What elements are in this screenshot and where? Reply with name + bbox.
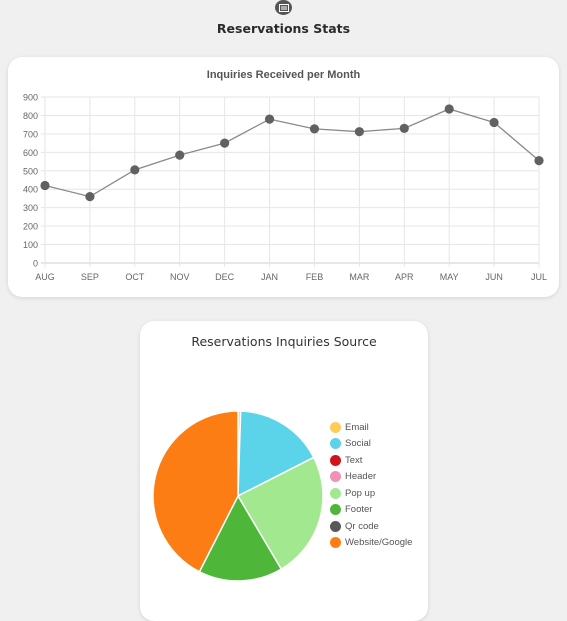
report-icon	[275, 0, 292, 15]
legend-swatch	[330, 454, 341, 466]
y-tick-label: 0	[33, 259, 38, 269]
x-tick-label: JUL	[531, 272, 547, 282]
pie-chart-card: Reservations Inquiries Source Email Socia…	[140, 321, 428, 621]
legend-label: Qr code	[345, 520, 379, 532]
data-point[interactable]	[175, 150, 185, 160]
legend-swatch	[330, 438, 341, 450]
line-chart-card: Inquiries Received per Month 0 100 200 300 4…	[8, 57, 559, 297]
legend-label: Text	[345, 454, 363, 466]
x-tick-label: DEC	[215, 272, 235, 282]
series-line	[44, 108, 540, 198]
y-tick-label: 300	[23, 203, 38, 213]
legend-swatch	[330, 471, 341, 483]
x-tick-label: NOV	[170, 272, 190, 282]
legend-swatch	[330, 504, 341, 516]
pie-slice-pop-up[interactable]	[236, 456, 324, 571]
y-tick-label: 100	[23, 240, 38, 250]
data-point[interactable]	[264, 114, 275, 124]
legend-item[interactable]: Social	[330, 436, 412, 453]
data-point[interactable]	[309, 124, 320, 134]
x-tick-label: FEB	[306, 272, 324, 282]
y-tick-label: 600	[23, 148, 38, 158]
legend-label: Social	[345, 438, 371, 450]
y-tick-label: 700	[23, 129, 38, 139]
x-tick-label: MAR	[349, 272, 370, 282]
legend-item[interactable]: Email	[330, 419, 412, 436]
chart-title: Inquiries Received per Month	[207, 69, 361, 81]
legend-swatch	[330, 537, 341, 549]
x-tick-label: OCT	[125, 272, 145, 282]
pie-slice-social[interactable]	[237, 410, 315, 498]
page-title: Reservations Stats	[216, 21, 351, 36]
x-tick-label: JAN	[261, 272, 278, 282]
legend-item[interactable]: Website/Google	[330, 535, 412, 552]
line-chart: Inquiries Received per Month 0 100 200 300 4…	[23, 69, 547, 282]
data-point[interactable]	[130, 165, 140, 175]
legend-swatch	[330, 421, 341, 433]
pie-slice-footer[interactable]	[198, 494, 283, 582]
data-point[interactable]	[354, 127, 364, 137]
legend-label: Footer	[345, 504, 373, 516]
data-point[interactable]	[399, 123, 409, 133]
y-tick-label: 400	[23, 185, 38, 195]
legend: Email Social Text Header Pop up Footer Qr code…	[330, 419, 412, 551]
legend-item[interactable]: Header	[330, 469, 412, 486]
data-point[interactable]	[40, 180, 50, 191]
x-tick-label: MAY	[440, 272, 459, 282]
legend-label: Pop up	[345, 487, 376, 499]
legend-item[interactable]: Text	[330, 452, 412, 469]
pie-chart	[152, 410, 324, 582]
chart-title: Reservations Inquiries Source	[191, 334, 377, 349]
y-tick-label: 900	[23, 93, 38, 103]
legend-item[interactable]: Qr code	[330, 518, 412, 535]
data-point[interactable]	[534, 156, 544, 166]
y-tick-label: 800	[23, 111, 38, 121]
data-point[interactable]	[85, 192, 95, 202]
legend-label: Email	[345, 421, 369, 433]
data-point[interactable]	[489, 117, 499, 128]
legend-label: Header	[345, 471, 377, 483]
legend-swatch	[330, 520, 341, 532]
data-point[interactable]	[444, 104, 454, 114]
legend-label: Website/Google	[345, 537, 413, 549]
x-tick-label: AUG	[35, 272, 55, 282]
x-tick-label: JUN	[485, 272, 503, 282]
legend-item[interactable]: Pop up	[330, 485, 412, 502]
legend-item[interactable]: Footer	[330, 502, 412, 519]
x-tick-label: SEP	[81, 272, 99, 282]
y-tick-label: 200	[23, 222, 38, 232]
y-tick-label: 500	[23, 166, 38, 176]
pie-slice-website-google[interactable]	[152, 410, 239, 573]
data-point[interactable]	[220, 138, 230, 148]
x-tick-label: APR	[395, 272, 414, 282]
legend-swatch	[330, 487, 341, 499]
